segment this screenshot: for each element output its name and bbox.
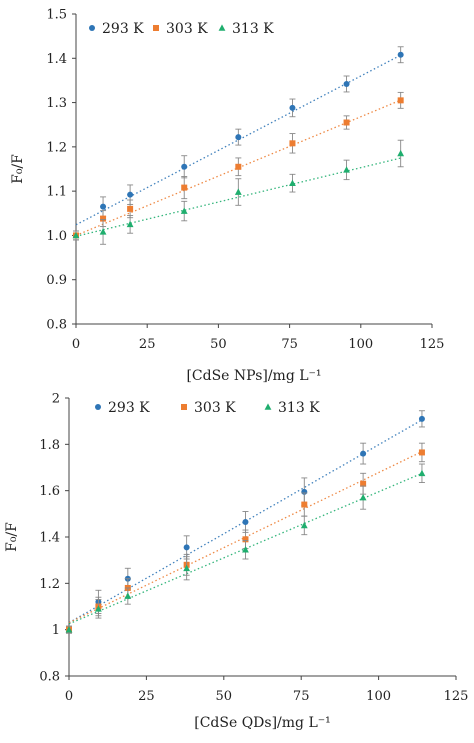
data-point [234, 188, 242, 195]
x-tick-label: 100 [348, 337, 373, 352]
x-tick-label: 25 [139, 337, 156, 352]
y-tick-label: 0.8 [46, 318, 67, 333]
data-point [343, 166, 350, 173]
y-tick-label: 1.8 [39, 438, 60, 453]
data-point [183, 544, 190, 551]
legend-marker [89, 25, 95, 31]
y-tick-label: 1 [52, 623, 60, 638]
data-point [126, 220, 134, 228]
data-point [100, 203, 107, 210]
data-point [289, 104, 296, 111]
data-point [65, 626, 73, 633]
x-tick-label: 0 [65, 689, 73, 704]
series-293-k [66, 410, 425, 634]
data-point [418, 469, 426, 477]
y-tick-label: 1.3 [46, 96, 67, 111]
x-tick-label: 25 [138, 689, 155, 704]
series-293-k [73, 46, 404, 241]
data-point [127, 205, 134, 212]
data-point [301, 501, 308, 508]
chart-1: 0.8 0.9 1.0 1.1 1.2 1.3 1.4 1.5 0 25 50 75 100 125 [Cd… [10, 8, 444, 385]
data-point [397, 97, 404, 104]
data-point [183, 564, 191, 572]
data-point [397, 51, 404, 58]
data-point [181, 163, 188, 170]
y-tick-label: 1.2 [39, 577, 60, 592]
data-point [127, 191, 134, 198]
series-313-k [72, 139, 405, 245]
y-tick-label: 0.8 [39, 670, 60, 685]
data-point [124, 592, 132, 599]
data-point [235, 163, 242, 170]
y-tick-label: 0.9 [46, 273, 67, 288]
y-tick-label: 1.6 [39, 484, 60, 499]
legend-label: 303 K [166, 21, 208, 37]
data-point [181, 184, 188, 191]
y-tick-label: 1.1 [46, 185, 67, 200]
data-point [300, 521, 308, 529]
data-point [72, 231, 80, 239]
data-point [242, 546, 249, 553]
data-point [100, 215, 107, 222]
data-point [242, 536, 249, 543]
legend-label: 293 K [108, 400, 150, 416]
legend-marker [153, 25, 159, 31]
y-tick-label: 1.0 [46, 229, 67, 244]
x-axis-label: [CdSe QDs]/mg L⁻¹ [194, 715, 331, 731]
chart-2: 0.8 1 1.2 1.4 1.6 1.8 2 0 25 50 75 100 125 [CdSe QDs]… [4, 392, 468, 732]
x-tick-label: 125 [444, 689, 469, 704]
series-303-k [73, 91, 404, 241]
y-tick-label: 1.5 [46, 8, 67, 23]
x-tick-label: 125 [420, 337, 445, 352]
data-point [235, 134, 242, 141]
legend-label: 293 K [102, 21, 144, 37]
y-axis-label: F₀/F [10, 154, 26, 184]
data-point [359, 494, 367, 501]
legend-marker [264, 403, 272, 410]
data-point [397, 149, 405, 157]
data-point [95, 605, 102, 612]
data-point [418, 415, 425, 422]
data-point [343, 119, 350, 126]
legend-label: 313 K [278, 400, 320, 416]
data-point [289, 140, 296, 147]
data-point [242, 518, 249, 525]
y-axis-label: F₀/F [4, 522, 20, 552]
x-tick-label: 75 [281, 337, 298, 352]
x-tick-label: 50 [210, 337, 227, 352]
y-tick-label: 1.4 [46, 52, 67, 67]
legend-label: 303 K [194, 400, 236, 416]
x-tick-label: 0 [72, 337, 80, 352]
data-point [99, 228, 107, 235]
legend-marker [95, 404, 101, 410]
series-313-k [65, 463, 426, 634]
data-point [360, 450, 367, 457]
data-point [180, 207, 188, 214]
legend-marker [181, 404, 187, 410]
legend-marker [218, 24, 226, 31]
legend-label: 313 K [232, 21, 274, 37]
data-point [418, 449, 425, 456]
data-point [343, 80, 350, 87]
series-303-k [66, 442, 425, 634]
data-point [289, 179, 296, 186]
data-point [360, 480, 367, 487]
x-axis-label: [CdSe NPs]/mg L⁻¹ [186, 368, 321, 384]
y-tick-label: 1.2 [46, 140, 67, 155]
x-tick-label: 100 [366, 689, 391, 704]
y-tick-label: 2 [52, 392, 60, 407]
x-tick-label: 75 [293, 689, 310, 704]
y-tick-label: 1.4 [39, 531, 60, 546]
x-tick-label: 50 [216, 689, 233, 704]
